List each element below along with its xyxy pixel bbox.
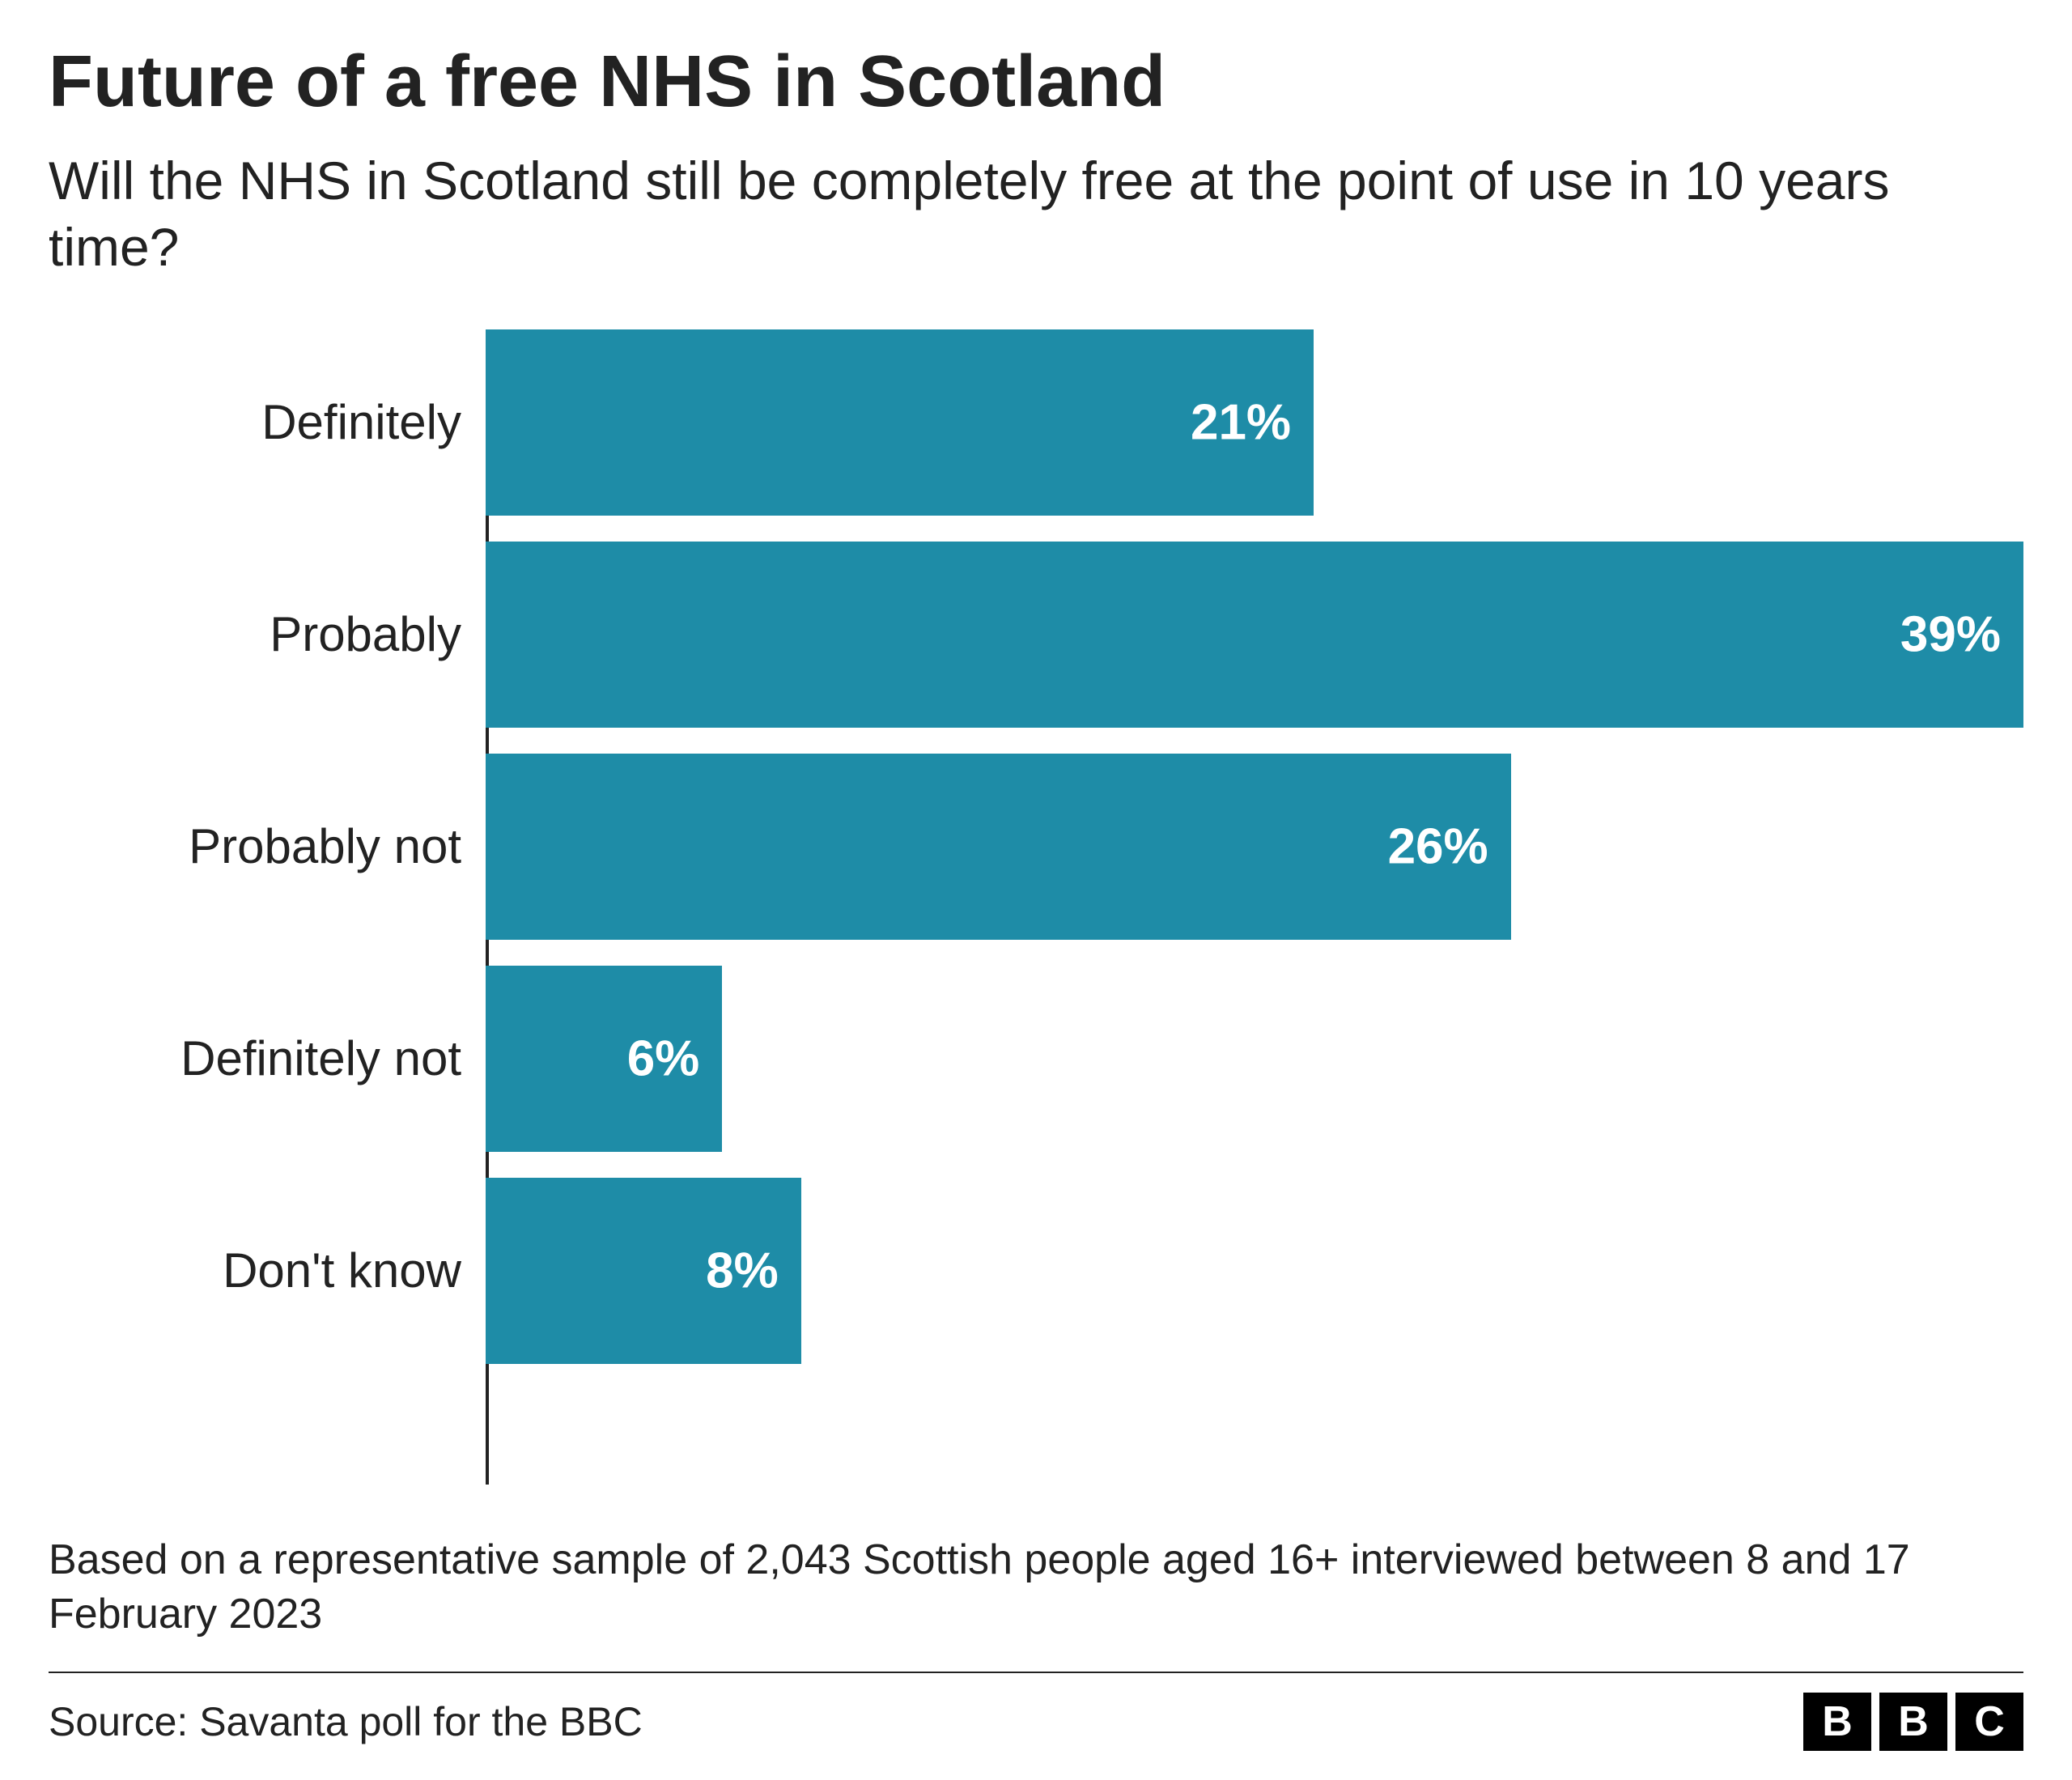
value-label: 26%	[1388, 818, 1488, 875]
bar-row: Probably 39%	[486, 542, 2023, 728]
category-label: Definitely	[49, 394, 461, 450]
bbc-logo: B B C	[1803, 1693, 2023, 1751]
category-label: Don't know	[49, 1243, 461, 1298]
category-label: Definitely not	[49, 1030, 461, 1086]
chart-footer: Source: Savanta poll for the BBC B B C	[49, 1672, 2023, 1780]
bbc-logo-block: B	[1803, 1693, 1871, 1751]
bar: 39%	[486, 542, 2023, 728]
chart-title: Future of a free NHS in Scotland	[49, 40, 2023, 125]
value-label: 6%	[627, 1030, 700, 1087]
value-label: 39%	[1900, 605, 2001, 663]
bar-row: Definitely not 6%	[486, 966, 2023, 1152]
bar: 26%	[486, 754, 1511, 940]
category-label: Probably	[49, 606, 461, 662]
source-text: Source: Savanta poll for the BBC	[49, 1698, 643, 1745]
chart-subtitle: Will the NHS in Scotland still be comple…	[49, 147, 2023, 281]
bar: 21%	[486, 329, 1314, 516]
value-label: 21%	[1191, 393, 1291, 451]
value-label: 8%	[706, 1242, 779, 1299]
bar-row: Don't know 8%	[486, 1178, 2023, 1364]
chart-plot-area: Definitely 21% Probably 39% Probably not…	[49, 329, 2023, 1485]
category-label: Probably not	[49, 818, 461, 874]
chart-note: Based on a representative sample of 2,04…	[49, 1533, 2023, 1642]
bar: 8%	[486, 1178, 801, 1364]
bbc-logo-block: C	[1955, 1693, 2023, 1751]
bar: 6%	[486, 966, 722, 1152]
bar-row: Definitely 21%	[486, 329, 2023, 516]
bar-row: Probably not 26%	[486, 754, 2023, 940]
bbc-logo-block: B	[1879, 1693, 1947, 1751]
